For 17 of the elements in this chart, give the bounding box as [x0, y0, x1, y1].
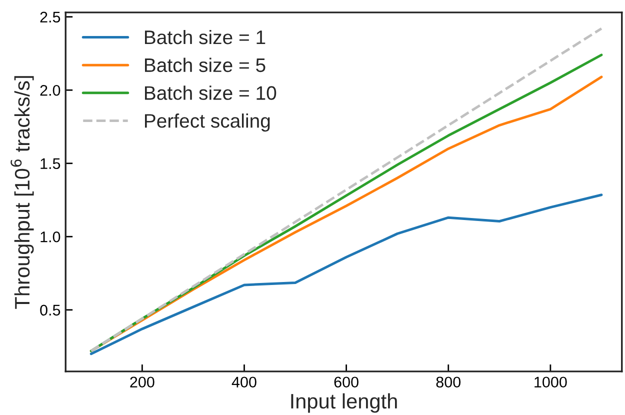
x-tick-label: 800 [436, 376, 461, 388]
x-tick-label: 200 [130, 376, 154, 388]
y-tick-label: 1.0 [40, 231, 60, 242]
x-tick-label: 1000 [534, 376, 567, 388]
legend-label: Batch size = 5 [145, 58, 266, 72]
y-tick-label: 1.5 [40, 158, 60, 170]
legend-label: Perfect scaling [145, 113, 270, 132]
y-tick-label: 2.0 [40, 84, 60, 96]
x-tick-label: 600 [334, 376, 358, 388]
y-tick-label: 0.5 [40, 304, 60, 316]
x-tick-label: 400 [232, 376, 256, 388]
line-series [90, 194, 603, 356]
y-tick-label: 2.5 [40, 12, 60, 23]
legend-label: Batch size = 10 [145, 86, 276, 100]
y-axis-title: Throughput [10$^{6}$ tracks/s] [10, 76, 34, 309]
legend-label: Batch size = 1 [145, 30, 266, 44]
x-axis-title: Input length [291, 393, 397, 413]
